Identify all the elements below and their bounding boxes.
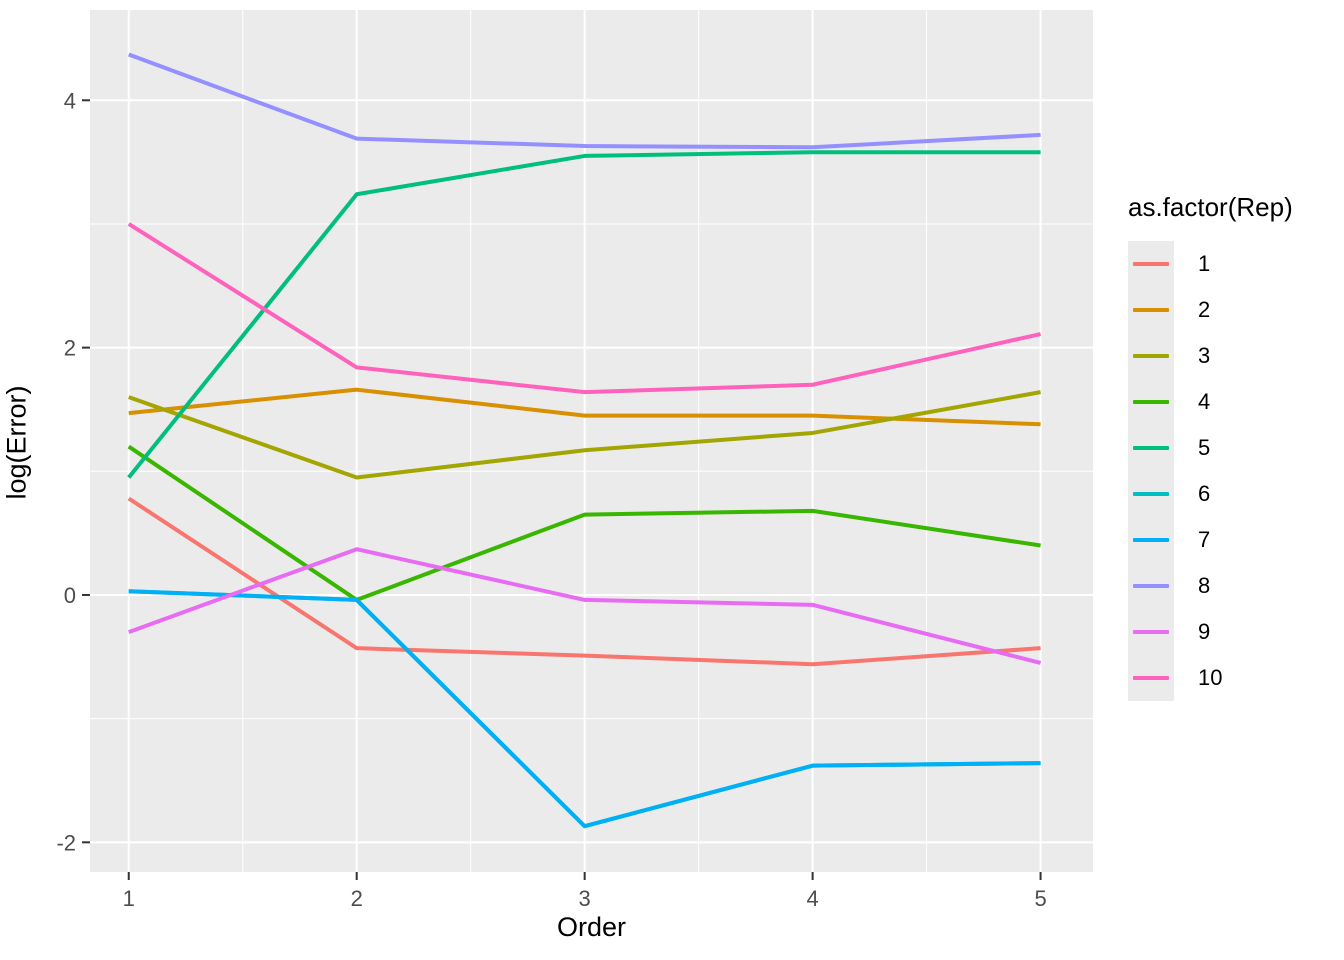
- line-rep-5: [127, 150, 1041, 479]
- legend-key-line-icon: [1133, 676, 1169, 680]
- legend-label: 3: [1198, 343, 1211, 368]
- y-tick-label: 0: [64, 583, 76, 608]
- line-rep-9: [128, 547, 1042, 665]
- legend-key-swatch: [1128, 379, 1174, 425]
- legend-title: as.factor(Rep): [1128, 192, 1293, 222]
- line-rep-3: [128, 390, 1041, 480]
- legend-keys: 1 2 3 4 5 6 7 8 9 10: [1128, 241, 1293, 701]
- legend-label: 1: [1198, 251, 1211, 276]
- legend-item-3: 3: [1128, 333, 1293, 379]
- legend-key-line-icon: [1133, 584, 1169, 588]
- legend-key-swatch: [1128, 563, 1174, 609]
- legend-key-swatch: [1128, 471, 1174, 517]
- y-tick-label: 4: [64, 88, 76, 113]
- legend-key-swatch: [1128, 517, 1174, 563]
- x-tick-label: 3: [579, 886, 591, 911]
- line-rep-7: [128, 589, 1041, 829]
- legend-key-line-icon: [1133, 400, 1169, 404]
- legend-key-line-icon: [1133, 262, 1169, 266]
- legend-item-4: 4: [1128, 379, 1293, 425]
- x-tick-label: 2: [351, 886, 363, 911]
- line-rep-8: [128, 52, 1041, 150]
- y-tick-label: -2: [56, 830, 76, 855]
- legend: as.factor(Rep) 1 2 3 4 5 6 7 8 9 10: [1128, 192, 1293, 701]
- x-axis-title: Order: [556, 912, 627, 942]
- legend-key-swatch: [1128, 609, 1174, 655]
- legend-key-line-icon: [1133, 630, 1169, 634]
- legend-key-swatch: [1128, 287, 1174, 333]
- legend-key-swatch: [1128, 333, 1174, 379]
- legend-label: 2: [1198, 297, 1211, 322]
- legend-key-swatch: [1128, 241, 1174, 287]
- y-axis-title: log(Error): [1, 385, 32, 500]
- legend-item-10: 10: [1128, 655, 1293, 701]
- x-tick-label: 1: [123, 886, 135, 911]
- legend-key-swatch: [1128, 425, 1174, 471]
- legend-item-8: 8: [1128, 563, 1293, 609]
- legend-item-6: 6: [1128, 471, 1293, 517]
- legend-label: 10: [1198, 665, 1223, 690]
- legend-key-line-icon: [1133, 446, 1169, 450]
- line-rep-10: [127, 222, 1042, 395]
- legend-item-5: 5: [1128, 425, 1293, 471]
- legend-label: 5: [1198, 435, 1211, 460]
- x-tick-label: 4: [806, 886, 818, 911]
- legend-label: 7: [1198, 527, 1211, 552]
- legend-key-line-icon: [1133, 354, 1169, 358]
- line-rep-4: [127, 444, 1041, 602]
- y-tick-label: 2: [64, 336, 76, 361]
- legend-label: 9: [1198, 619, 1211, 644]
- legend-key-line-icon: [1133, 492, 1169, 496]
- legend-label: 4: [1198, 389, 1211, 414]
- legend-key-line-icon: [1133, 538, 1169, 542]
- legend-item-1: 1: [1128, 241, 1293, 287]
- legend-key-swatch: [1128, 655, 1174, 701]
- legend-item-7: 7: [1128, 517, 1293, 563]
- legend-label: 8: [1198, 573, 1211, 598]
- legend-key-line-icon: [1133, 308, 1169, 312]
- legend-item-9: 9: [1128, 609, 1293, 655]
- legend-item-2: 2: [1128, 287, 1293, 333]
- x-tick-label: 5: [1034, 886, 1046, 911]
- legend-label: 6: [1198, 481, 1211, 506]
